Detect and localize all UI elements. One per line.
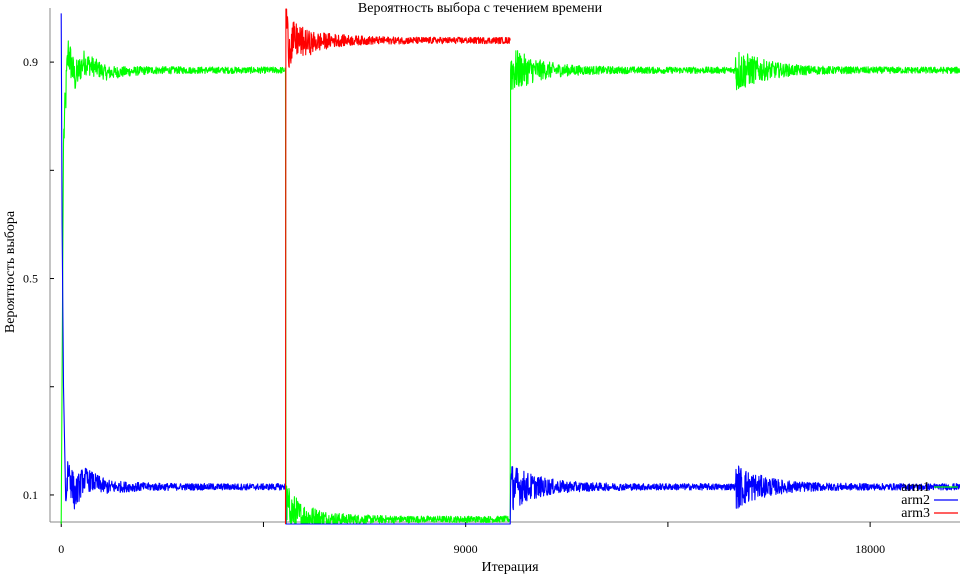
series-arm1: [60, 40, 960, 525]
series-layer: [60, 8, 960, 525]
chart-title: Вероятность выбора с течением времени: [358, 1, 603, 16]
legend-label-arm3: arm3: [901, 506, 930, 521]
y-tick-label: 0.1: [23, 488, 38, 502]
y-axis-label: Вероятность выбора: [3, 210, 18, 333]
x-tick-label: 0: [58, 542, 64, 556]
series-arm3: [284, 8, 511, 525]
axes: 0.1 0.5 0.9 0 9000 18000: [23, 8, 960, 556]
legend-label-arm2: arm2: [901, 493, 930, 508]
legend-label-arm1: arm1: [901, 480, 930, 495]
x-tick-label: 18000: [855, 542, 885, 556]
y-tick-label: 0.5: [23, 272, 38, 286]
x-axis-label: Итерация: [481, 560, 539, 575]
x-tick-label: 9000: [454, 542, 478, 556]
series-arm2: [60, 13, 960, 525]
y-tick-label: 0.9: [23, 55, 38, 69]
